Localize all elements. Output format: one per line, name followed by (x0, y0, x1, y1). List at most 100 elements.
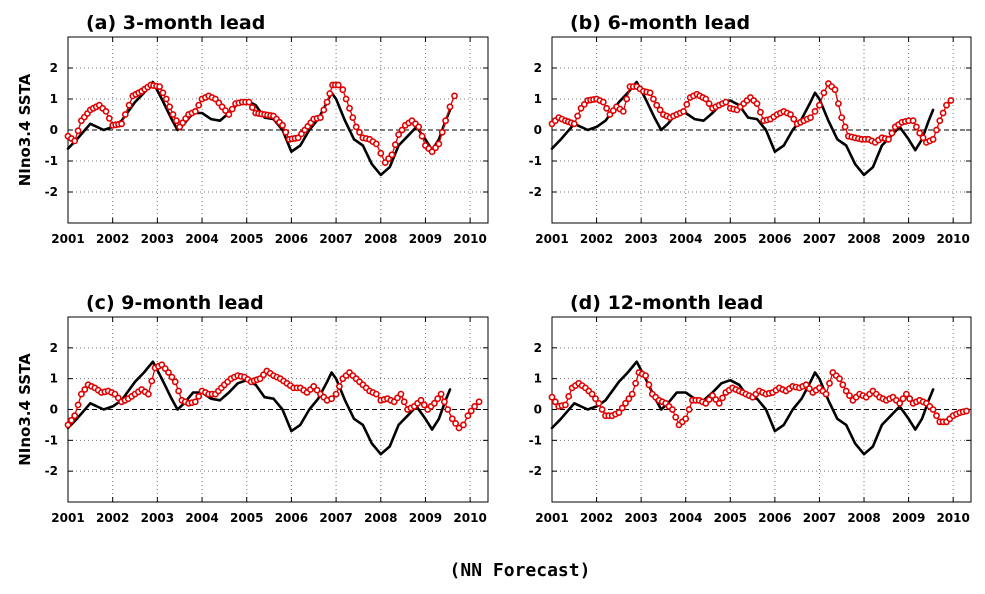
panel-a-forecast-point (118, 120, 125, 128)
panel-b-xtick-label: 2006 (758, 232, 791, 246)
panel-c-forecast-point (144, 390, 152, 398)
panel-d-forecast-point (933, 412, 940, 420)
panel-c-ytick-label: 1 (50, 372, 58, 386)
panel-d-forecast-point (685, 406, 693, 413)
panel-a-forecast-point (159, 89, 167, 97)
panel-d-forecast-point (588, 390, 596, 398)
panel-a-forecast-point (228, 105, 236, 113)
panel-b-forecast-point (947, 97, 955, 104)
panel-d-forecast-point (719, 394, 726, 402)
panel-c-observed-line (66, 360, 452, 456)
panel-c-forecast-point (165, 369, 172, 376)
panel-a-forecast-point (398, 126, 406, 134)
panel-b-forecast-point (820, 89, 828, 97)
panel-b-ytick-label: 1 (534, 92, 542, 106)
panel-d-forecast-point (628, 390, 636, 398)
panel-d-forecast-point (963, 407, 970, 415)
panel-a-forecast-point (320, 106, 328, 114)
panel-b-forecast-point (909, 117, 917, 125)
panel-b-forecast-point (646, 89, 654, 97)
panel-d-forecast-point (836, 375, 843, 383)
panel-c-forecast-point (440, 398, 448, 406)
panel-a-xtick-label: 2005 (230, 232, 263, 246)
panel-c-forecast-point (171, 378, 179, 386)
panel-b-forecast-point (656, 106, 664, 114)
panel-d-forecast-point (565, 392, 573, 400)
panel-c-title: (c) 9-month lead (86, 292, 264, 314)
panel-a-xtick-label: 2010 (453, 232, 486, 246)
panel-a-forecast-point (438, 128, 446, 136)
panel-b-forecast-point (653, 101, 661, 109)
panel-b-forecast-point (619, 108, 627, 115)
panel-b-xtick-label: 2002 (580, 232, 613, 246)
panel-b-forecast-point (835, 100, 842, 107)
panel-c-forecast-point (459, 421, 467, 429)
panel-d-forecast-point (899, 395, 907, 403)
panel-c-xtick-label: 2004 (185, 511, 218, 525)
panel-a-ylabel: NIno3.4 SSTA (16, 73, 34, 186)
panel-d-forecast-point (929, 406, 937, 413)
panel-a-xtick-label: 2006 (275, 232, 308, 246)
panel-d-ytick-label: 0 (534, 403, 542, 417)
panel-c-forecast-point (68, 416, 75, 424)
panel-b-forecast-point (702, 95, 710, 103)
panel-d: 2001 2002 2003 2004 2005 2006 2007 2008 2009 2010… (529, 292, 972, 525)
panel-c-forecast-point (448, 415, 456, 423)
panel-c-forecast-point (455, 424, 463, 432)
panel-a-forecast-point (162, 95, 170, 103)
panel-c-forecast-point (397, 390, 405, 398)
panel-b-forecast-point (787, 111, 794, 118)
panel-b-xtick-label: 2009 (892, 232, 925, 246)
panel-a-forecast-point (349, 114, 357, 121)
panel-b-forecast-point (916, 129, 924, 137)
panel-a-forecast-point (388, 151, 396, 159)
panel-d-forecast-point (669, 406, 676, 413)
panel-c-ytick-label: -2 (45, 464, 58, 478)
panel-a-forecast-point (334, 81, 342, 89)
panel-d-forecast-markers (548, 369, 970, 429)
panel-c-forecast-point (78, 390, 85, 398)
panel-a-forecast-point (125, 101, 133, 109)
panel-a-forecast-point (352, 123, 360, 131)
panel-b-xtick-label: 2005 (714, 232, 747, 246)
panel-d-forecast-point (846, 392, 853, 399)
panel-c-xtick-label: 2008 (364, 511, 397, 525)
panel-b-ytick-label: -1 (529, 154, 542, 168)
panel-a-forecast-point (418, 132, 426, 140)
panel-b-forecast-point (831, 86, 839, 94)
panel-a-forecast-point (279, 121, 286, 129)
panel-c-forecast-point (452, 419, 459, 427)
panel-a-ytick-label: 2 (50, 61, 58, 75)
panel-c-forecast-point (430, 399, 438, 407)
panel-b-forecast-point (838, 114, 846, 121)
panel-c-forecast-point (471, 402, 478, 410)
panel-d-ytick-label: 1 (534, 372, 542, 386)
panel-a-forecast-point (342, 95, 350, 103)
panel-b-forecast-point (939, 109, 947, 117)
panel-a-forecast-point (356, 128, 363, 136)
panel-c-xtick-label: 2001 (51, 511, 84, 525)
panel-a-ytick-label: -1 (45, 154, 58, 168)
panel-b-forecast-point (757, 108, 764, 116)
panel-a-forecast-point (225, 111, 233, 118)
panel-d-xtick-label: 2005 (714, 511, 747, 525)
panel-c-forecast-point (467, 407, 475, 415)
panel-a-forecast-point (435, 140, 443, 148)
panel-b-ytick-label: 0 (534, 123, 542, 137)
panel-c-ytick-label: 0 (50, 403, 58, 417)
panel-a-xtick-label: 2007 (319, 232, 352, 246)
panel-c-ytick-label: 2 (50, 341, 58, 355)
panel-b-xtick-label: 2003 (624, 232, 657, 246)
panel-b-forecast-point (574, 112, 581, 120)
panel-b-forecast-point (807, 114, 814, 121)
panel-a-forecast-point (248, 104, 256, 111)
panel-d-xtick-label: 2003 (624, 511, 657, 525)
panel-a-forecast-point (316, 114, 324, 121)
panel-b-forecast-point (753, 100, 761, 107)
panel-d-title: (d) 12-month lead (570, 292, 763, 314)
panel-c-ylabel: NIno3.4 SSTA (16, 353, 34, 466)
panel-d-forecast-point (842, 387, 850, 395)
panel-b-forecast-point (929, 135, 937, 143)
panel-a-forecast-point (121, 111, 129, 118)
panel-b: 2001 2002 2003 2004 2005 2006 2007 2008 2009 2010… (529, 12, 972, 246)
